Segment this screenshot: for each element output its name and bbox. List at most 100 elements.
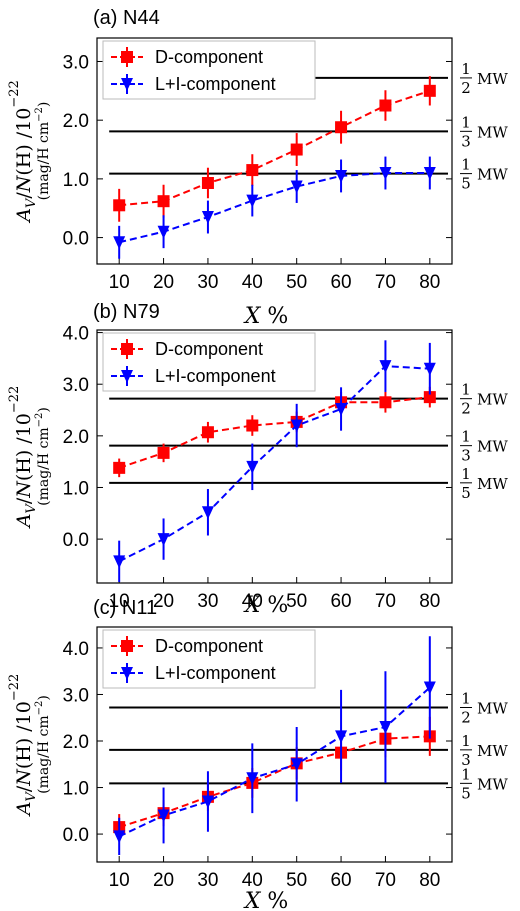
x-tick-label: 40: [242, 272, 263, 293]
reference-fraction-denominator: 3: [461, 751, 471, 769]
y-axis-unit-label: (mag/H cm−2): [34, 407, 52, 506]
reference-label-mw: MW: [477, 775, 508, 793]
data-point: [423, 84, 436, 97]
data-point: [379, 167, 392, 181]
x-tick-label: 40: [242, 870, 263, 891]
x-tick-label: 50: [286, 591, 307, 612]
x-tick-label: 40: [242, 591, 263, 612]
y-tick-label: 0.0: [63, 229, 89, 250]
data-point: [290, 143, 303, 156]
data-point: [201, 211, 214, 225]
y-tick-label: 1.0: [63, 170, 89, 191]
data-point: [201, 426, 214, 439]
reference-fraction-denominator: 5: [461, 784, 471, 802]
reference-label-mw: MW: [477, 475, 508, 493]
series-d-component: [113, 76, 436, 222]
y-tick-label: 3.0: [63, 685, 89, 706]
series-d-component: [113, 716, 436, 841]
x-tick-label: 50: [286, 272, 307, 293]
y-tick-label: 2.0: [63, 732, 89, 753]
legend-box: [102, 40, 316, 100]
data-point: [157, 809, 170, 823]
data-point: [423, 362, 436, 376]
y-tick-label: 3.0: [63, 52, 89, 73]
legend-label: D-component: [155, 636, 263, 656]
legend: D-component L+I-component: [102, 629, 316, 689]
series-li-component: [113, 636, 436, 856]
panel-title: (c) N11: [93, 597, 157, 619]
x-tick-label: 10: [109, 272, 130, 293]
reference-fraction-numerator: 1: [461, 465, 471, 483]
reference-fraction-denominator: 2: [461, 709, 471, 727]
data-point: [290, 180, 303, 194]
legend-label: L+I-component: [155, 663, 276, 683]
data-point: [113, 199, 126, 212]
x-tick-label: 30: [197, 591, 218, 612]
y-tick-label: 1.0: [63, 478, 89, 499]
reference-fraction-numerator: 1: [461, 156, 471, 174]
series-line: [118, 172, 430, 244]
legend-marker: [121, 370, 133, 383]
data-point: [246, 164, 259, 177]
reference-fraction-numerator: 1: [461, 732, 471, 750]
data-point: [335, 121, 348, 134]
legend: D-component L+I-component: [102, 332, 316, 392]
data-point: [290, 758, 303, 772]
x-tick-label: 10: [109, 870, 130, 891]
series-line: [119, 89, 431, 207]
data-point: [379, 396, 392, 409]
data-point: [423, 391, 436, 404]
reference-label-mw: MW: [477, 70, 508, 88]
data-point: [423, 681, 436, 695]
reference-fraction-numerator: 1: [461, 690, 471, 708]
legend-label: D-component: [155, 47, 263, 67]
x-tick-label: 80: [419, 591, 440, 612]
reference-label-mw: MW: [477, 700, 508, 718]
series-li-component: [113, 156, 436, 259]
data-point: [157, 533, 170, 547]
legend-label: L+I-component: [155, 74, 276, 94]
data-point: [335, 169, 348, 183]
reference-label-mw: MW: [477, 742, 508, 760]
y-tick-label: 2.0: [63, 111, 89, 132]
x-tick-label: 10: [109, 591, 130, 612]
reference-label-mw: MW: [477, 123, 508, 141]
plot-frame: [96, 329, 453, 584]
data-point: [157, 225, 170, 239]
data-point: [335, 730, 348, 744]
legend: D-component L+I-component: [102, 40, 316, 100]
data-point: [379, 360, 392, 374]
reference-label-mw: MW: [477, 438, 508, 456]
legend-box: [102, 629, 316, 689]
data-point: [201, 176, 214, 189]
reference-fraction-numerator: 1: [461, 428, 471, 446]
legend-label: L+I-component: [155, 366, 276, 386]
data-point: [201, 795, 214, 809]
reference-fraction-denominator: 3: [461, 132, 471, 150]
data-point: [246, 772, 259, 786]
reference-label-mw: MW: [477, 391, 508, 409]
y-axis-unit-label: (mag/H cm−2): [34, 695, 52, 794]
y-tick-label: 1.0: [63, 779, 89, 800]
panel-title: (a) N44: [93, 7, 160, 29]
reference-fraction-denominator: 5: [461, 484, 471, 502]
data-point: [335, 402, 348, 416]
y-tick-label: 0.0: [63, 530, 89, 551]
x-tick-label: 20: [153, 272, 174, 293]
legend-label: D-component: [155, 339, 263, 359]
x-tick-label: 70: [375, 870, 396, 891]
reference-fraction-denominator: 2: [461, 400, 471, 418]
reference-fraction-numerator: 1: [461, 381, 471, 399]
y-tick-label: 2.0: [63, 427, 89, 448]
x-tick-label: 80: [419, 272, 440, 293]
x-tick-label: 70: [375, 272, 396, 293]
y-tick-label: 0.0: [63, 825, 89, 846]
data-point: [113, 461, 126, 474]
legend-marker: [121, 51, 133, 63]
data-point: [113, 830, 126, 844]
reference-fraction-numerator: 1: [461, 113, 471, 131]
data-point: [246, 194, 259, 208]
reference-fraction-numerator: 1: [461, 60, 471, 78]
x-tick-label: 80: [419, 870, 440, 891]
